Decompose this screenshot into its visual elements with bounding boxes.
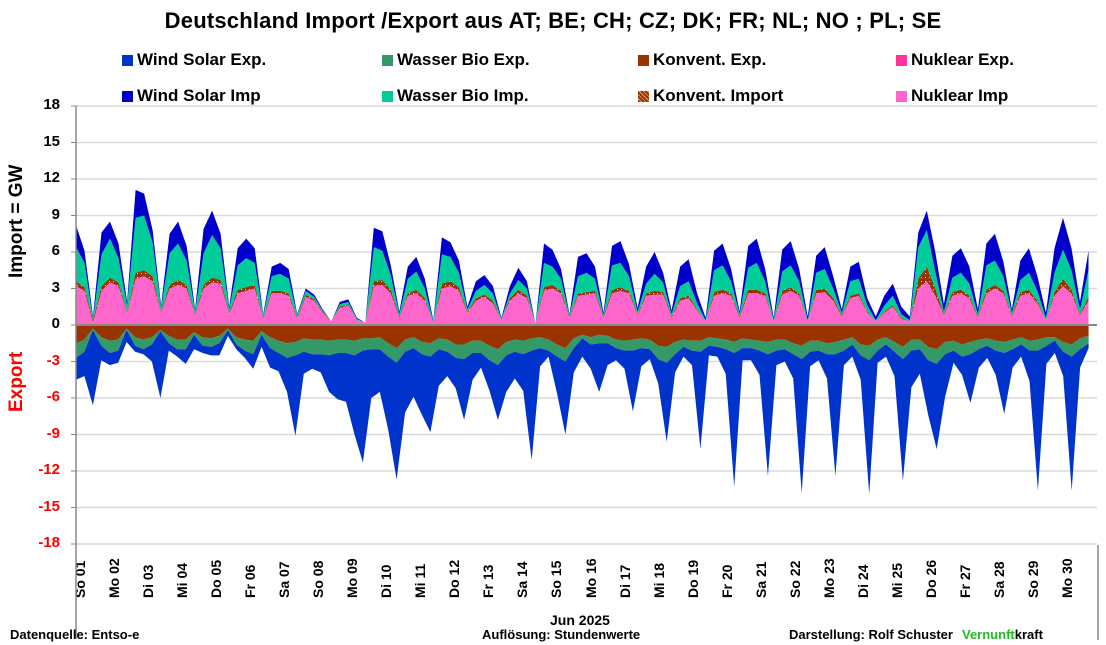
legend-swatch	[382, 54, 393, 66]
legend-label: Konvent. Exp.	[653, 50, 767, 69]
y-tick-label: 0	[51, 315, 60, 332]
legend-item-wind-solar-exp: Wind Solar Exp.	[122, 50, 266, 70]
area-wind-solar-imp	[76, 189, 1089, 324]
footer-author: Darstellung: Rolf Schuster	[789, 627, 953, 642]
brand-black-text: kraft	[1014, 627, 1043, 642]
footer-brand: Vernunftkraft	[962, 627, 1043, 642]
y-tick-label: -9	[46, 424, 60, 442]
legend-label: Wasser Bio Imp.	[397, 86, 529, 105]
footer-source: Datenquelle: Entso-e	[10, 627, 140, 642]
legend-swatch	[122, 54, 133, 66]
area-nuklear-imp	[76, 276, 1089, 325]
chart-title: Deutschland Import /Export aus AT; BE; C…	[164, 8, 942, 33]
legend-label: Wind Solar Imp	[137, 86, 261, 105]
area-wasser-bio-imp	[76, 215, 1089, 324]
y-tick-label: 15	[43, 132, 60, 150]
brand-green-text: Vernunft	[962, 627, 1015, 642]
area-wind-solar-exp	[76, 329, 1089, 495]
legend-swatch	[638, 54, 649, 66]
footer-resolution: Auflösung: Stundenwerte	[482, 627, 641, 642]
legend-label: Nuklear Exp.	[911, 50, 1014, 69]
legend-item-konvent-import: Konvent. Import	[638, 86, 783, 106]
legend-item-konvent-exp: Konvent. Exp.	[638, 50, 766, 70]
legend-label: Nuklear Imp	[911, 86, 1009, 105]
y-tick-label: 9	[51, 205, 60, 223]
legend-item-wind-solar-imp: Wind Solar Imp	[122, 86, 261, 106]
y-tick-label: -6	[46, 388, 60, 405]
y-tick-label: -18	[38, 534, 60, 551]
legend-swatch	[382, 90, 393, 102]
y-tick-label: -12	[38, 461, 60, 478]
legend-item-wasser-bio-exp: Wasser Bio Exp.	[382, 50, 530, 70]
legend-swatch	[896, 54, 907, 66]
legend-label: Wind Solar Exp.	[137, 50, 267, 69]
legend-item-nuklear-exp: Nuklear Exp.	[896, 50, 1014, 70]
x-axis-title: Jun 2025	[550, 612, 610, 628]
y-tick-label: 18	[43, 96, 60, 113]
legend-swatch	[122, 90, 133, 102]
legend-swatch	[638, 90, 649, 102]
legend-item-nuklear-imp: Nuklear Imp	[896, 86, 1008, 106]
area-konvent-exp	[76, 325, 1089, 350]
legend-label: Wasser Bio Exp.	[397, 50, 530, 69]
y-tick-label: -3	[46, 351, 60, 369]
y-tick-label: 12	[43, 169, 60, 186]
legend-swatch	[896, 90, 907, 102]
y-tick-label: 6	[51, 242, 60, 259]
legend-item-wasser-bio-imp: Wasser Bio Imp.	[382, 86, 529, 106]
legend-label: Konvent. Import	[653, 86, 784, 105]
y-tick-label: 3	[51, 278, 60, 296]
y-tick-label: -15	[38, 497, 60, 515]
area-wasser-bio-exp	[76, 328, 1089, 366]
